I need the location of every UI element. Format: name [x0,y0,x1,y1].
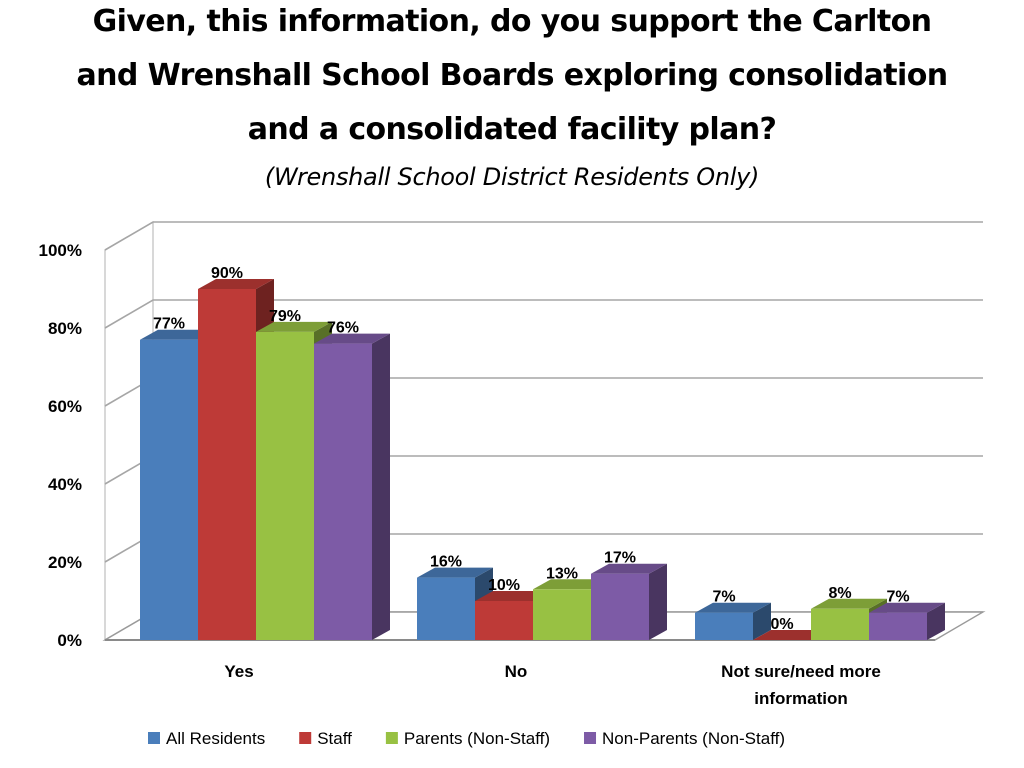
y-tick-label: 80% [48,319,82,338]
bar-front [869,612,927,640]
data-label: 13% [546,565,578,582]
bar [695,602,771,640]
data-label: 8% [828,585,851,602]
legend-label: Parents (Non-Staff) [404,729,550,748]
data-label: 17% [604,550,636,567]
legend-item: Parents (Non-Staff) [385,729,550,748]
category-label: No [505,662,528,681]
bars [140,279,945,640]
bar-top [417,567,493,578]
legend-label: All Residents [166,729,265,748]
data-label: 16% [430,554,462,571]
bar-top [198,279,274,289]
legend-label: Staff [317,729,352,748]
legend-swatch [385,732,398,744]
bar-front [591,573,649,640]
y-tick-label: 100% [39,241,82,260]
legend-label: Non-Parents (Non-Staff) [602,729,785,748]
y-tick-label: 20% [48,553,82,572]
bar-front [314,343,372,640]
bar-top [869,602,945,613]
legend: All Residents Staff Parents (Non-Staff) Non… [148,729,785,748]
bar-top [314,333,390,344]
bar-front [198,289,256,640]
bar [753,630,829,640]
bar-front [533,589,591,640]
bar-front [695,612,753,640]
legend-swatch [148,732,160,744]
data-label: 76% [327,320,359,337]
data-label: 77% [153,316,185,333]
gridline [104,221,983,251]
data-label: 7% [886,589,909,606]
legend-item: Staff [299,729,352,748]
bar [869,602,945,640]
x-axis: Yes No Not sure/need more information [224,662,880,708]
chart-title-line-2: and Wrenshall School Boards exploring co… [76,58,949,93]
bar-side [649,563,667,640]
data-labels: 77% 90% 79% 76% 16% 10% 13% 17% 7% 0% 8% 7% [153,265,910,633]
y-tick-label: 60% [48,397,82,416]
category-label: Not sure/need more [721,662,881,681]
bar [591,563,667,640]
data-label: 10% [488,577,520,594]
bar-side [753,602,771,640]
bar-top [695,602,771,613]
chart-subtitle: (Wrenshall School District Residents Onl… [264,163,760,191]
bar-side [927,602,945,640]
y-tick-label: 40% [48,475,82,494]
bar-top [140,329,216,340]
bar-front [140,339,198,640]
y-tick-label: 0% [57,631,82,650]
chart-title-line-3: and a consolidated facility plan? [247,112,777,147]
bar-front [417,577,475,640]
bar-top [753,630,829,640]
chart-title-line-1: Given, this information, do you support … [92,4,932,39]
legend-item: Non-Parents (Non-Staff) [584,729,785,748]
category-label: Yes [224,662,253,681]
bar-top [533,579,609,590]
legend-item: All Residents [148,729,265,748]
bar-top [256,321,332,332]
bar-top [811,598,887,609]
data-label: 0% [770,616,793,633]
data-label: 79% [269,308,301,325]
bar [314,333,390,640]
bar-front [256,331,314,640]
data-label: 90% [211,265,243,282]
legend-swatch [299,732,312,744]
y-axis: 0% 20% 40% 60% 80% 100% [39,241,82,650]
category-label: information [754,689,848,708]
legend-swatch [584,732,597,744]
bar-side [372,333,390,640]
bar-top [475,591,551,601]
gridline [104,299,983,329]
bar-top [591,563,667,574]
bar-front [475,601,533,640]
bar-front [811,608,869,640]
data-label: 7% [712,589,735,606]
